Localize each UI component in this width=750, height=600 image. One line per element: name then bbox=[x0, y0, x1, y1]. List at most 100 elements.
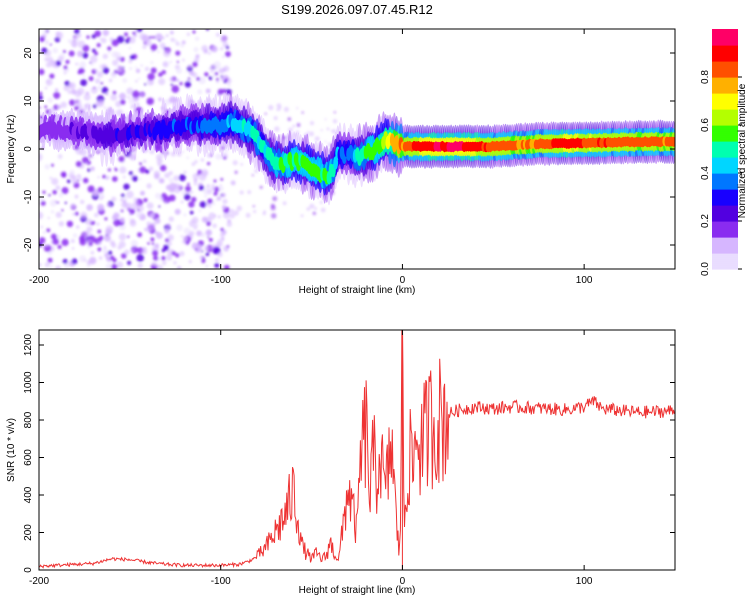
noise-blob bbox=[233, 210, 239, 216]
noise-blob bbox=[43, 231, 46, 234]
y-tick: 200 bbox=[23, 524, 675, 541]
colorbar-step bbox=[712, 183, 738, 186]
noise-blob bbox=[224, 264, 230, 269]
noise-blob bbox=[175, 50, 181, 56]
noise-blob bbox=[156, 50, 160, 54]
spectrogram-y-axis: -20 -10 0 10 20 bbox=[23, 47, 675, 252]
noise-blob bbox=[190, 79, 193, 82]
noise-blob bbox=[77, 87, 85, 95]
noise-blob bbox=[220, 227, 224, 232]
noise-blob bbox=[169, 76, 175, 83]
noise-blob bbox=[77, 70, 82, 75]
noise-blob bbox=[104, 217, 108, 221]
colorbar-step bbox=[712, 197, 738, 200]
noise-blob bbox=[102, 53, 109, 60]
x-tick-label: -200 bbox=[29, 576, 49, 587]
colorbar-step bbox=[712, 207, 738, 210]
noise-blob bbox=[82, 52, 89, 59]
noise-blob bbox=[309, 121, 315, 126]
noise-blob bbox=[82, 74, 85, 77]
y-tick-label: 200 bbox=[23, 524, 34, 541]
noise-blob bbox=[99, 37, 102, 40]
noise-blob bbox=[102, 29, 110, 36]
noise-blob bbox=[130, 248, 134, 252]
x-tick-label: 0 bbox=[400, 275, 406, 286]
noise-blob bbox=[239, 106, 242, 110]
noise-blob bbox=[83, 93, 91, 101]
noise-blob bbox=[102, 67, 110, 74]
colorbar-step bbox=[712, 205, 738, 208]
noise-blob bbox=[147, 73, 155, 81]
noise-blob bbox=[164, 200, 168, 204]
noise-blob bbox=[104, 234, 111, 242]
noise-blob bbox=[155, 192, 161, 199]
y-tick-label: 20 bbox=[23, 47, 34, 59]
y-tick-label: 400 bbox=[23, 486, 34, 503]
noise-blob bbox=[79, 61, 87, 69]
noise-blob bbox=[177, 266, 181, 269]
noise-blob bbox=[111, 263, 118, 269]
noise-blob bbox=[111, 242, 117, 248]
noise-blob bbox=[314, 136, 320, 142]
ridge-point bbox=[333, 156, 338, 170]
noise-blob bbox=[146, 97, 154, 106]
noise-blob bbox=[190, 190, 194, 194]
noise-blob bbox=[128, 217, 131, 220]
noise-blob bbox=[199, 255, 204, 260]
noise-blob bbox=[174, 208, 181, 215]
noise-blob bbox=[201, 258, 206, 264]
noise-blob bbox=[219, 47, 224, 51]
noise-blob bbox=[196, 230, 203, 237]
noise-blob bbox=[184, 81, 192, 88]
noise-blob bbox=[330, 190, 335, 195]
noise-blob bbox=[44, 262, 50, 268]
noise-blob bbox=[142, 45, 147, 49]
colorbar-step bbox=[712, 165, 738, 168]
y-tick-label: 0 bbox=[23, 567, 34, 573]
noise-blob bbox=[215, 77, 219, 81]
colorbar-step bbox=[712, 211, 738, 214]
colorbar-step bbox=[712, 43, 738, 46]
noise-blob bbox=[268, 130, 273, 135]
noise-blob bbox=[111, 39, 119, 47]
colorbar-tick-label: 0.8 bbox=[700, 70, 711, 84]
noise-blob bbox=[57, 244, 62, 250]
noise-blob bbox=[205, 264, 208, 268]
noise-blob bbox=[152, 250, 159, 257]
noise-blob bbox=[139, 166, 147, 174]
colorbar-step bbox=[712, 51, 738, 54]
noise-blob bbox=[171, 251, 176, 256]
noise-blob bbox=[52, 47, 59, 54]
noise-blob bbox=[139, 162, 143, 166]
noise-blob bbox=[51, 177, 59, 186]
noise-blob bbox=[39, 153, 44, 161]
snr-y-axis: 0 200 400 600 800 1000 1200 bbox=[23, 333, 675, 573]
x-tick-label: -100 bbox=[211, 275, 231, 286]
noise-blob bbox=[206, 230, 212, 236]
noise-blob bbox=[60, 101, 67, 109]
noise-blob bbox=[181, 150, 185, 153]
colorbar-step bbox=[712, 167, 738, 170]
noise-blob bbox=[194, 36, 200, 41]
colorbar-step bbox=[712, 263, 738, 266]
noise-blob bbox=[150, 81, 153, 84]
noise-blob bbox=[259, 185, 263, 189]
noise-blob bbox=[127, 36, 131, 41]
noise-blob bbox=[120, 99, 126, 105]
x-tick: 0 bbox=[400, 330, 406, 587]
noise-blob bbox=[90, 63, 94, 66]
colorbar-step bbox=[712, 141, 738, 144]
noise-blob bbox=[191, 216, 199, 224]
noise-blob bbox=[57, 154, 63, 160]
snr-panel: -200 -100 0 100 0 200 400 600 800 1000 1200 Heigh… bbox=[6, 329, 676, 596]
noise-blob bbox=[89, 61, 92, 64]
noise-blob bbox=[314, 207, 318, 210]
noise-blob bbox=[159, 178, 165, 184]
noise-blob bbox=[55, 185, 61, 191]
noise-blob bbox=[324, 140, 327, 143]
noise-blob bbox=[70, 40, 78, 47]
noise-blob bbox=[152, 261, 158, 267]
colorbar-step bbox=[712, 95, 738, 98]
colorbar-step bbox=[712, 247, 738, 250]
noise-blob bbox=[225, 88, 232, 95]
